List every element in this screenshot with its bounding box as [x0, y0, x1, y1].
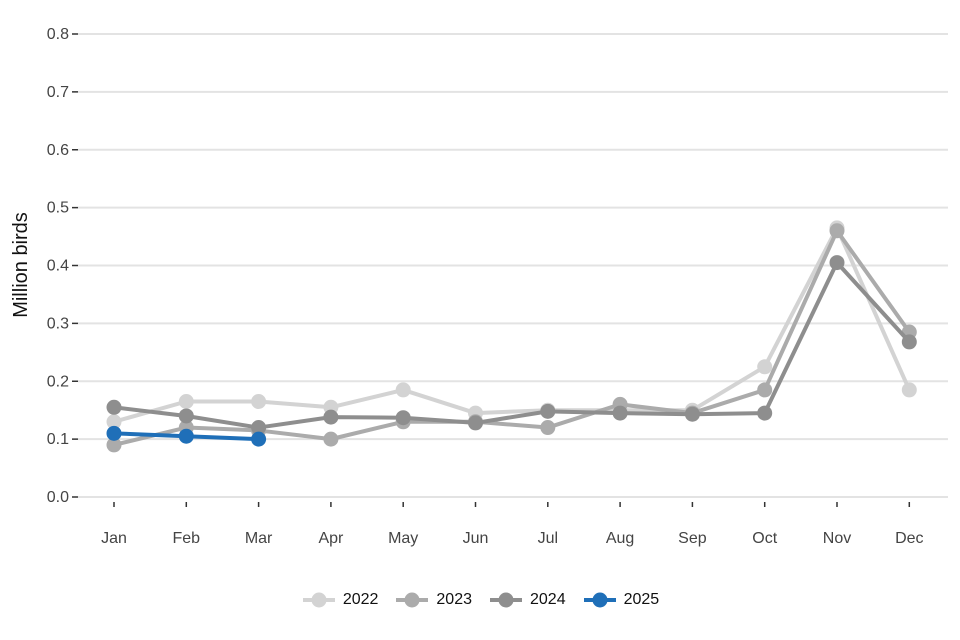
data-point	[901, 334, 917, 350]
y-tick-label: 0.1	[47, 431, 69, 448]
data-point	[251, 394, 267, 410]
legend-key	[302, 592, 335, 608]
legend: 2022 2023 2024 2025	[0, 586, 960, 614]
x-tick-label: Jun	[463, 530, 489, 547]
legend-key	[490, 592, 522, 608]
x-tick-label: Dec	[895, 530, 923, 547]
data-point	[757, 359, 773, 375]
data-point	[178, 394, 194, 410]
data-point	[323, 431, 339, 447]
legend-item: 2022	[301, 590, 379, 610]
data-point	[106, 399, 122, 415]
data-point	[540, 403, 556, 419]
data-point	[468, 415, 483, 431]
line-chart: 0.0 0.1 0.2 0.3 0.4 0.5 0.6 0.7 0.8 Jan Feb Mar Apr…	[10, 26, 948, 547]
legend-item: 2024	[488, 590, 566, 610]
x-tick-label: Aug	[606, 530, 634, 547]
data-point	[395, 382, 411, 398]
legend-key-point	[311, 592, 327, 608]
legend-key-point	[404, 592, 420, 608]
x-tick-label: May	[388, 530, 418, 547]
data-point	[901, 382, 917, 398]
legend-key	[583, 592, 616, 608]
data-point	[106, 414, 122, 430]
x-tick-label: Jan	[101, 530, 127, 547]
x-axis: Jan Feb Mar Apr May Jun Jul Aug Sep Oct Nov Dec	[101, 502, 924, 547]
data-point	[684, 406, 700, 422]
legend-key-point	[592, 592, 608, 608]
y-axis-title: Million birds	[10, 212, 32, 318]
x-tick-label: Sep	[678, 530, 707, 547]
data-point	[178, 408, 194, 424]
y-tick-label: 0.0	[47, 489, 69, 506]
x-tick-label: Apr	[318, 530, 344, 547]
series-line	[112, 260, 912, 430]
data-point	[540, 420, 556, 436]
series-layer	[106, 220, 917, 453]
data-point	[757, 405, 773, 421]
data-point	[106, 425, 122, 441]
y-axis: 0.0 0.1 0.2 0.3 0.4 0.5 0.6 0.7 0.8	[47, 26, 78, 506]
y-tick-label: 0.6	[47, 142, 69, 159]
legend-key	[396, 592, 429, 608]
y-tick-label: 0.3	[47, 315, 69, 332]
legend-label: 2022	[342, 591, 379, 608]
x-tick-label: Mar	[245, 530, 273, 547]
data-point	[106, 437, 122, 453]
y-tick-label: 0.8	[47, 26, 69, 43]
series-line	[112, 228, 912, 447]
data-point	[829, 223, 845, 239]
legend-label: 2025	[623, 591, 660, 608]
data-point	[757, 382, 773, 398]
data-point	[612, 405, 628, 421]
x-tick-label: Jul	[538, 530, 558, 547]
x-tick-label: Nov	[823, 530, 851, 547]
legend-item: 2023	[394, 590, 472, 610]
x-tick-label: Oct	[752, 530, 777, 547]
legend-label: 2024	[530, 591, 566, 608]
legend-label: 2023	[436, 591, 472, 608]
y-tick-label: 0.2	[47, 373, 69, 390]
series-2025	[106, 425, 267, 447]
data-point	[323, 409, 339, 425]
data-point	[395, 410, 411, 426]
data-point	[251, 431, 267, 447]
x-tick-label: Feb	[173, 530, 201, 547]
data-point	[251, 420, 267, 436]
y-tick-label: 0.7	[47, 84, 69, 101]
y-tick-label: 0.4	[47, 258, 69, 275]
data-point	[829, 255, 845, 271]
data-point	[178, 428, 194, 444]
legend-key-point	[498, 592, 514, 608]
y-tick-label: 0.5	[47, 200, 69, 217]
legend-item: 2025	[582, 590, 660, 610]
series-line	[112, 225, 912, 424]
series-2024	[106, 255, 917, 436]
